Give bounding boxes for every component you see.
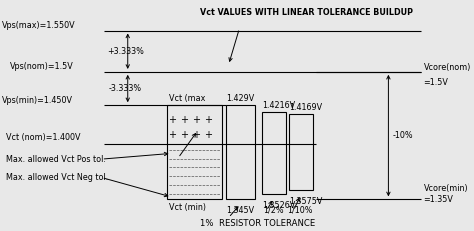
Text: 1%  RESISTOR TOLERANCE: 1% RESISTOR TOLERANCE	[200, 219, 315, 228]
Text: -10%: -10%	[393, 131, 413, 140]
Text: +3.333%: +3.333%	[107, 47, 144, 56]
Text: -3.333%: -3.333%	[109, 84, 142, 93]
Text: 1/10%: 1/10%	[288, 205, 313, 214]
Text: Vct (min): Vct (min)	[169, 203, 206, 212]
Bar	[289, 114, 313, 190]
Text: 1.429V: 1.429V	[227, 94, 255, 103]
Bar	[262, 112, 286, 194]
Text: 1/2%: 1/2%	[264, 205, 284, 214]
Text: 1.345V: 1.345V	[227, 206, 255, 215]
Text: +: +	[204, 130, 212, 140]
Text: 1.3526V: 1.3526V	[262, 201, 295, 210]
Text: =1.35V: =1.35V	[423, 195, 453, 204]
Text: Vps(max)=1.550V: Vps(max)=1.550V	[1, 21, 75, 30]
Text: +: +	[167, 130, 175, 140]
Text: +: +	[180, 115, 188, 125]
Text: Max. allowed Vct Neg tol.: Max. allowed Vct Neg tol.	[6, 173, 108, 182]
Text: +: +	[204, 115, 212, 125]
Text: Vct (max: Vct (max	[169, 94, 206, 103]
Bar	[226, 105, 255, 199]
Text: Vcore(min): Vcore(min)	[423, 185, 468, 194]
Text: =1.5V: =1.5V	[423, 78, 448, 87]
Text: +: +	[192, 115, 200, 125]
Text: +: +	[192, 130, 200, 140]
Text: 1.3575V: 1.3575V	[289, 197, 322, 206]
Text: Vps(min)=1.450V: Vps(min)=1.450V	[1, 96, 73, 105]
Text: Vct (nom)=1.400V: Vct (nom)=1.400V	[6, 133, 81, 142]
Text: Vct VALUES WITH LINEAR TOLERANCE BUILDUP: Vct VALUES WITH LINEAR TOLERANCE BUILDUP	[200, 8, 413, 17]
Text: 1.4216V: 1.4216V	[262, 101, 295, 110]
Text: Max. allowed Vct Pos tol.: Max. allowed Vct Pos tol.	[6, 155, 106, 164]
Text: Vps(nom)=1.5V: Vps(nom)=1.5V	[10, 62, 74, 71]
Text: Vcore(nom): Vcore(nom)	[423, 63, 471, 72]
Text: +: +	[167, 115, 175, 125]
Text: 1.4169V: 1.4169V	[289, 103, 322, 112]
Text: +: +	[180, 130, 188, 140]
Bar	[167, 105, 222, 199]
